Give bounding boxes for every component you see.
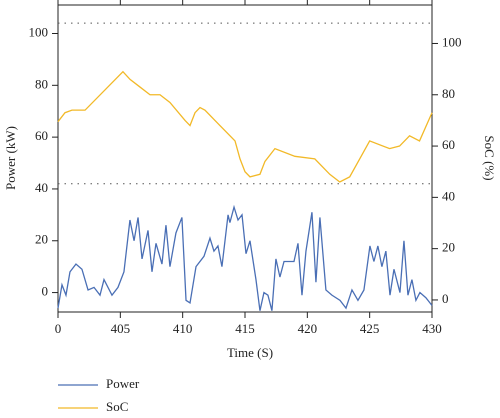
y2-tick-label: 20 [442,240,455,255]
plot-frame [57,4,433,313]
y-tick-label: 80 [35,76,48,91]
y-tick-label: 40 [35,180,48,195]
y2-tick-label: 0 [442,291,449,306]
legend-label: Power [106,376,140,391]
x-tick-label: 415 [235,321,255,336]
y2-tick-label: 100 [442,34,462,49]
x-tick-label: 405 [111,321,131,336]
y2-axis-label: SoC (%) [482,135,497,180]
x-axis-label: Time (S) [227,345,273,360]
legend-label: SoC [106,399,128,414]
y2-tick-label: 40 [442,188,455,203]
x-tick-label: 0 [55,321,62,336]
x-tick-label: 425 [360,321,380,336]
x-tick-label: 430 [422,321,442,336]
y2-tick-label: 80 [442,86,455,101]
y-tick-label: 100 [29,24,49,39]
x-tick-label: 410 [173,321,193,336]
y-tick-label: 60 [35,128,48,143]
y-tick-label: 20 [35,232,48,247]
y-tick-label: 0 [42,284,49,299]
series-line [57,204,433,311]
y2-tick-label: 60 [442,137,455,152]
x-tick-label: 420 [298,321,318,336]
y-axis-label: Power (kW) [3,126,18,190]
series-line [57,70,433,183]
